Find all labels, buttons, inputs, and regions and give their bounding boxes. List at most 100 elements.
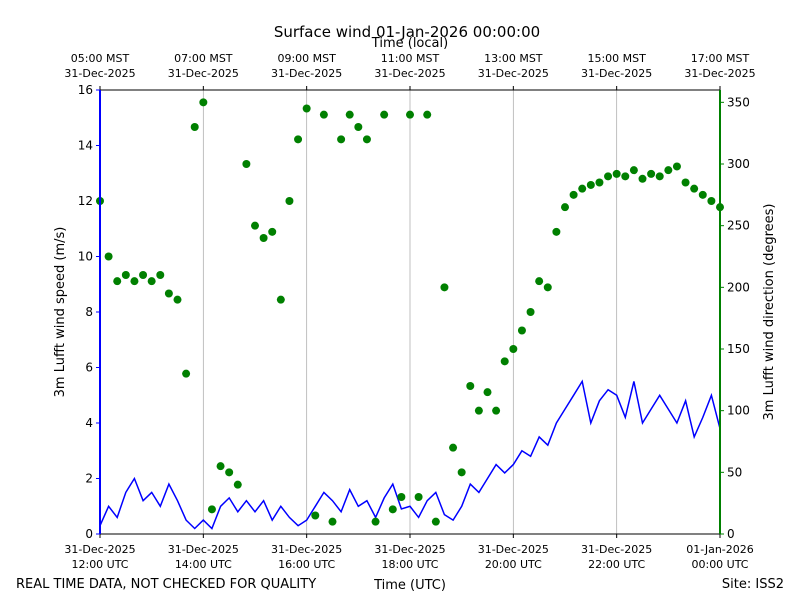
direction-point bbox=[276, 295, 285, 304]
direction-point bbox=[182, 369, 191, 378]
y2-tick-label: 350 bbox=[727, 95, 750, 109]
direction-point bbox=[311, 511, 320, 520]
x2-tick-label: 11:00 MST bbox=[381, 52, 440, 65]
x-tick-label: 12:00 UTC bbox=[71, 558, 128, 571]
x-tick-label: 31-Dec-2025 bbox=[64, 543, 135, 556]
x-tick-label: 00:00 UTC bbox=[691, 558, 748, 571]
y-tick-label: 0 bbox=[85, 527, 93, 541]
direction-point bbox=[285, 197, 294, 205]
direction-point bbox=[337, 135, 346, 144]
direction-point bbox=[199, 98, 208, 107]
direction-point bbox=[526, 308, 535, 316]
x-tick-label: 31-Dec-2025 bbox=[581, 543, 652, 556]
direction-point bbox=[552, 227, 561, 236]
direction-point bbox=[294, 135, 303, 144]
x2-tick-label: 31-Dec-2025 bbox=[374, 67, 445, 80]
direction-point bbox=[681, 178, 690, 187]
direction-point bbox=[121, 271, 130, 279]
y-axis-label: 3m Lufft wind speed (m/s) bbox=[53, 227, 68, 398]
direction-point bbox=[466, 382, 475, 390]
direction-point bbox=[595, 178, 604, 187]
x2-tick-label: 31-Dec-2025 bbox=[168, 67, 239, 80]
direction-point bbox=[130, 277, 139, 286]
direction-point bbox=[672, 162, 681, 171]
direction-point bbox=[612, 169, 621, 178]
x2-tick-label: 31-Dec-2025 bbox=[271, 67, 342, 80]
x-axis-label: Time (UTC) bbox=[373, 578, 446, 593]
y2-tick-label: 150 bbox=[727, 342, 750, 356]
direction-point bbox=[302, 104, 311, 113]
x-tick-label: 31-Dec-2025 bbox=[478, 543, 549, 556]
direction-point bbox=[113, 277, 122, 286]
direction-point bbox=[578, 184, 587, 193]
x-tick-label: 22:00 UTC bbox=[588, 558, 645, 571]
x2-tick-label: 31-Dec-2025 bbox=[581, 67, 652, 80]
y2-axis-label: 3m Lufft wind direction (degrees) bbox=[762, 204, 777, 421]
direction-point bbox=[104, 252, 113, 261]
x-tick-label: 31-Dec-2025 bbox=[271, 543, 342, 556]
direction-point bbox=[251, 221, 259, 230]
direction-point bbox=[164, 289, 173, 298]
x-tick-label: 31-Dec-2025 bbox=[168, 543, 239, 556]
y-tick-label: 16 bbox=[78, 83, 93, 97]
y2-tick-label: 300 bbox=[727, 157, 750, 171]
direction-point bbox=[233, 480, 242, 489]
direction-point bbox=[707, 197, 716, 205]
direction-point bbox=[156, 271, 165, 279]
direction-point bbox=[621, 172, 630, 181]
direction-point bbox=[440, 283, 449, 292]
y-tick-label: 4 bbox=[85, 416, 93, 430]
y-tick-label: 10 bbox=[78, 250, 93, 264]
footer-right: Site: ISS2 bbox=[722, 577, 784, 592]
y2-tick-label: 200 bbox=[727, 280, 750, 294]
direction-point bbox=[319, 110, 328, 119]
direction-point bbox=[561, 203, 569, 212]
footer-left: REAL TIME DATA, NOT CHECKED FOR QUALITY bbox=[16, 577, 316, 592]
direction-point bbox=[388, 505, 397, 514]
x-tick-label: 01-Jan-2026 bbox=[686, 543, 754, 556]
speed-line bbox=[99, 379, 721, 530]
direction-point bbox=[474, 406, 483, 415]
y-tick-label: 14 bbox=[78, 139, 93, 153]
x2-axis-label: Time (local) bbox=[371, 36, 448, 51]
x-tick-label: 14:00 UTC bbox=[175, 558, 232, 571]
direction-point bbox=[362, 135, 371, 144]
direction-point bbox=[629, 166, 638, 175]
y2-tick-label: 0 bbox=[727, 527, 735, 541]
direction-point bbox=[543, 283, 552, 292]
direction-point bbox=[406, 110, 414, 119]
direction-point bbox=[655, 172, 664, 181]
x2-tick-label: 31-Dec-2025 bbox=[478, 67, 549, 80]
direction-point bbox=[500, 357, 509, 366]
y2-tick-label: 250 bbox=[727, 219, 750, 233]
x2-tick-label: 07:00 MST bbox=[174, 52, 233, 65]
y2-tick-label: 100 bbox=[727, 404, 750, 418]
direction-point bbox=[328, 517, 337, 526]
direction-point bbox=[586, 180, 595, 189]
direction-point bbox=[216, 462, 225, 471]
direction-point bbox=[380, 110, 389, 119]
direction-point bbox=[345, 110, 354, 119]
x-tick-label: 20:00 UTC bbox=[485, 558, 542, 571]
y-tick-label: 8 bbox=[85, 305, 93, 319]
direction-point bbox=[698, 190, 707, 199]
direction-point bbox=[173, 295, 182, 304]
chart-title: Surface wind 01-Jan-2026 00:00:00 bbox=[274, 23, 540, 41]
x2-tick-label: 17:00 MST bbox=[691, 52, 750, 65]
y-tick-label: 12 bbox=[78, 194, 93, 208]
direction-point bbox=[423, 110, 432, 119]
direction-point bbox=[242, 160, 251, 168]
direction-point bbox=[414, 493, 423, 501]
y-tick-label: 6 bbox=[85, 361, 93, 375]
x2-tick-label: 09:00 MST bbox=[277, 52, 336, 65]
direction-point bbox=[517, 326, 526, 335]
direction-point bbox=[268, 227, 277, 236]
direction-point bbox=[638, 174, 647, 183]
x-tick-label: 31-Dec-2025 bbox=[374, 543, 445, 556]
x2-tick-label: 05:00 MST bbox=[71, 52, 130, 65]
y2-tick-label: 50 bbox=[727, 465, 742, 479]
direction-point bbox=[569, 190, 578, 199]
x2-tick-label: 15:00 MST bbox=[587, 52, 646, 65]
direction-point bbox=[509, 345, 518, 353]
